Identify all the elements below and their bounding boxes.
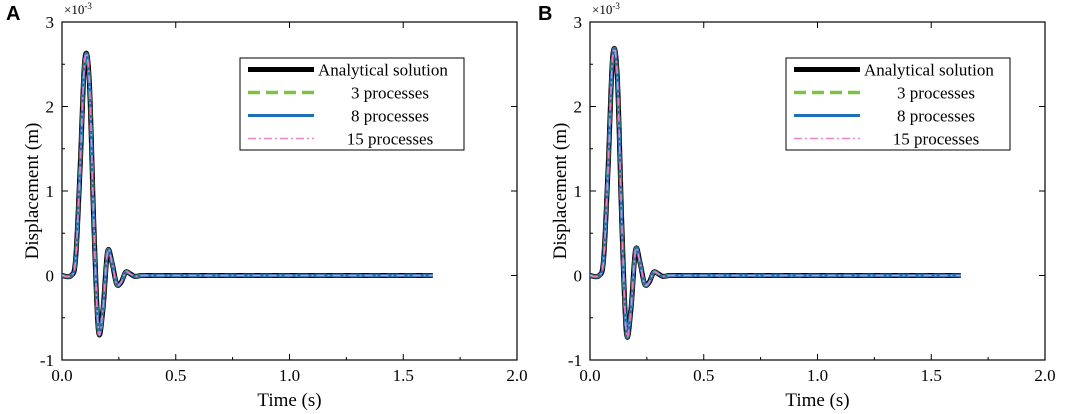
y-tick-label: 0 xyxy=(46,267,55,286)
y-tick-label: 0 xyxy=(574,267,583,286)
panel-letter: B xyxy=(538,3,552,25)
legend: Analytical solution 3 processes 8 processe… xyxy=(785,57,1011,151)
x-tick-label: 0.5 xyxy=(693,366,714,385)
y-tick-label: 1 xyxy=(574,182,583,201)
y-tick-label: 1 xyxy=(46,182,55,201)
legend-label-2: 8 processes xyxy=(897,107,975,126)
chart-panel-b: B ×10-3 0.0 0.5 1.0 1.5 2.0 -1 0 1 2 3 Time (s) Displ… xyxy=(538,1,1056,411)
legend-box xyxy=(239,57,465,151)
x-tick-label: 0.0 xyxy=(579,366,600,385)
series-line-3 xyxy=(61,52,433,336)
series-line-3 xyxy=(589,47,961,338)
legend: Analytical solution 3 processes 8 processe… xyxy=(239,57,465,151)
legend-label-3: 15 processes xyxy=(893,130,979,149)
legend-label-3: 15 processes xyxy=(347,130,433,149)
y-tick-label: 2 xyxy=(574,98,583,117)
panel-letter: A xyxy=(6,3,20,25)
legend-label-0: Analytical solution xyxy=(318,61,448,80)
y-multiplier: ×10-3 xyxy=(592,1,620,17)
legend-label-1: 3 processes xyxy=(897,84,975,103)
legend-label-1: 3 processes xyxy=(351,84,429,103)
x-tick-label: 1.5 xyxy=(921,366,942,385)
x-tick-label: 0.0 xyxy=(51,366,72,385)
y-tick-label: -1 xyxy=(40,351,54,370)
x-tick-label: 2.0 xyxy=(1034,366,1055,385)
x-tick-label: 1.0 xyxy=(279,366,300,385)
x-axis-title: Time (s) xyxy=(785,390,849,411)
chart-panel-a: A ×10-3 0.0 0.5 1.0 1.5 2.0 -1 0 1 2 3 Time (s) Displ… xyxy=(6,1,528,411)
y-tick-label: 3 xyxy=(46,13,55,32)
y-axis-title: Displacement (m) xyxy=(550,123,571,260)
y-tick-label: -1 xyxy=(568,351,582,370)
x-tick-label: 1.5 xyxy=(393,366,414,385)
legend-box xyxy=(785,57,1011,151)
y-tick-label: 2 xyxy=(46,98,55,117)
x-tick-label: 1.0 xyxy=(807,366,828,385)
y-tick-label: 3 xyxy=(574,13,583,32)
legend-label-2: 8 processes xyxy=(351,107,429,126)
y-axis-title: Displacement (m) xyxy=(22,123,43,260)
legend-label-0: Analytical solution xyxy=(864,61,994,80)
x-tick-label: 2.0 xyxy=(506,366,527,385)
x-tick-label: 0.5 xyxy=(165,366,186,385)
x-axis-title: Time (s) xyxy=(257,390,321,411)
y-multiplier: ×10-3 xyxy=(64,1,92,17)
